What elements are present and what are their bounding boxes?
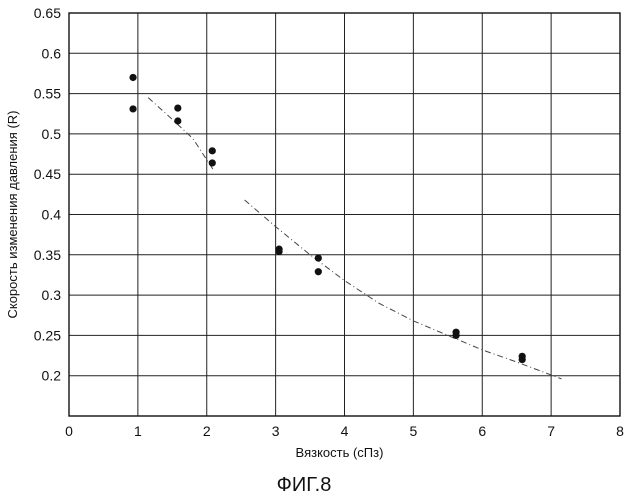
x-tick-label-1: 1 <box>134 423 142 439</box>
x-tick-label-5: 5 <box>409 423 417 439</box>
grid-lines <box>69 13 620 416</box>
y-tick-label-0: 0.2 <box>42 368 62 384</box>
x-tick-label-2: 2 <box>203 423 211 439</box>
data-points <box>129 74 525 363</box>
figure-caption: ФИГ.8 <box>277 474 332 496</box>
x-tick-label-3: 3 <box>272 423 280 439</box>
data-point-8 <box>315 254 322 261</box>
trendlines <box>148 98 561 379</box>
data-point-1 <box>129 105 136 112</box>
data-point-0 <box>129 74 136 81</box>
y-tick-label-1: 0.25 <box>34 327 61 343</box>
data-point-13 <box>519 356 526 363</box>
x-tick-labels: 0 1 2 3 4 5 6 7 8 <box>65 423 624 439</box>
y-tick-labels: 0.2 0.25 0.3 0.35 0.4 0.45 0.5 0.55 0.6 0.65 <box>34 5 61 384</box>
x-tick-label-7: 7 <box>547 423 555 439</box>
x-tick-label-8: 8 <box>616 423 624 439</box>
data-point-3 <box>174 117 181 124</box>
data-point-2 <box>174 105 181 112</box>
y-tick-label-7: 0.55 <box>34 86 61 102</box>
y-tick-label-9: 0.65 <box>34 5 61 21</box>
y-tick-label-8: 0.6 <box>42 45 62 61</box>
y-axis-label: Скорость изменения давления (R) <box>5 110 20 318</box>
y-tick-label-5: 0.45 <box>34 166 61 182</box>
y-tick-label-2: 0.3 <box>42 287 62 303</box>
x-tick-label-0: 0 <box>65 423 73 439</box>
trendline-1 <box>245 200 562 379</box>
data-point-9 <box>315 268 322 275</box>
data-point-4 <box>209 147 216 154</box>
data-point-11 <box>452 332 459 339</box>
y-tick-label-4: 0.4 <box>42 207 62 223</box>
data-point-5 <box>209 159 216 166</box>
x-axis-label: Вязкость (сПз) <box>296 445 384 460</box>
x-tick-label-6: 6 <box>478 423 486 439</box>
y-tick-label-3: 0.35 <box>34 247 61 263</box>
data-point-7 <box>275 248 282 255</box>
x-tick-label-4: 4 <box>341 423 349 439</box>
y-tick-label-6: 0.5 <box>42 126 62 142</box>
